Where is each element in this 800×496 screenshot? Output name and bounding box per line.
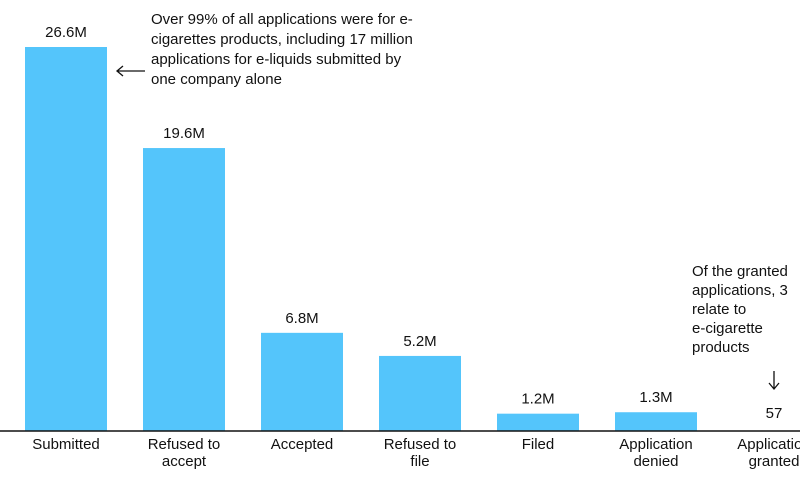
bar-0 — [25, 47, 107, 431]
annotation-arrow-down — [768, 371, 780, 391]
annotation-0-line-2: applications for e-liquids submitted by — [151, 51, 402, 68]
annotation-1-line-0: Of the granted — [692, 263, 788, 280]
bar-1 — [143, 148, 225, 432]
category-label-0-line-0: Submitted — [32, 436, 100, 453]
category-label-4-line-0: Filed — [522, 436, 555, 453]
category-label-3-line-1: file — [410, 453, 429, 470]
category-label-1-line-0: Refused to — [148, 436, 221, 453]
value-label-5: 1.3M — [639, 389, 672, 406]
annotation-0-line-3: one company alone — [151, 71, 282, 88]
annotation-1-line-1: applications, 3 — [692, 282, 788, 299]
bar-5 — [615, 412, 697, 431]
value-label-2: 6.8M — [285, 310, 318, 327]
category-label-2-line-0: Accepted — [271, 436, 334, 453]
value-label-1: 19.6M — [163, 125, 205, 142]
annotation-1-line-3: e-cigarette — [692, 320, 763, 337]
category-label-5-line-0: Application — [619, 436, 692, 453]
category-label-5-line-1: denied — [633, 453, 678, 470]
category-label-6-line-1: granted — [749, 453, 800, 470]
bar-3 — [379, 355, 461, 431]
annotations-group: Over 99% of all applications were for e-… — [115, 11, 788, 391]
value-labels-group: 26.6M 19.6M 6.8M 5.2M 1.2M 1.3M 57 — [45, 24, 782, 422]
value-label-4: 1.2M — [521, 391, 554, 408]
value-label-6: 57 — [766, 405, 783, 422]
annotation-1-line-4: products — [692, 339, 750, 356]
bar-2 — [261, 332, 343, 431]
bar-4 — [497, 413, 579, 431]
category-label-1-line-1: accept — [162, 453, 207, 470]
annotation-1-line-2: relate to — [692, 301, 746, 318]
bars-group — [25, 47, 697, 432]
annotation-arrow-left — [115, 65, 145, 77]
annotation-0-line-0: Over 99% of all applications were for e- — [151, 11, 413, 28]
value-label-0: 26.6M — [45, 24, 87, 41]
annotation-0-line-1: cigarettes products, including 17 millio… — [151, 31, 413, 48]
category-label-6-line-0: Application — [737, 436, 800, 453]
value-label-3: 5.2M — [403, 333, 436, 350]
category-label-3-line-0: Refused to — [384, 436, 457, 453]
